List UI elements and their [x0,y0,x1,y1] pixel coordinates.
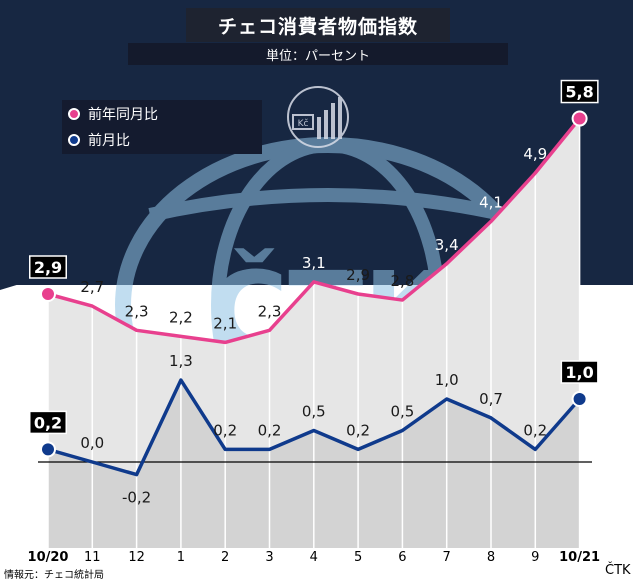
data-label-1-0: 0,2 [34,413,62,432]
data-label-0-7: 2,9 [346,266,370,284]
legend-label-mom: 前月比 [88,133,130,149]
line-series-1 [47,378,581,477]
x-tick-label-4: 2 [221,550,229,565]
data-label-0-9: 3,4 [435,236,459,254]
point-series-1-0 [40,441,56,458]
label-box-1-0 [29,410,67,435]
data-label-1-12: 1,0 [565,363,593,382]
credit-label: ČTK [605,563,631,578]
x-tick-label-6: 4 [310,550,318,565]
x-tick-label-8: 6 [398,550,406,565]
data-label-0-4: 2,1 [213,314,237,332]
data-labels: 2,9 2,7 2,3 2,2 2,1 2,3 3,1 2,9 2,8 3,4 4,1 4,9 5,8 0… [29,79,599,507]
vertical-gridlines [47,118,581,548]
chart-subtitle: 単位：パーセント [128,43,508,65]
point-series-0-12 [571,110,588,127]
x-tick-label-2: 12 [128,550,145,565]
x-tick-label-1: 11 [84,550,101,565]
data-label-1-4: 0,2 [213,421,237,439]
data-label-1-3: 1,3 [169,352,193,370]
x-axis-ticks: 10/20 11 12 1 2 3 4 5 6 7 8 9 10/21 [28,550,601,565]
series-lines [47,117,581,477]
data-label-0-11: 4,9 [523,145,547,163]
point-series-0-0 [40,286,56,302]
x-tick-label-5: 3 [265,550,273,565]
data-label-0-1: 2,7 [80,278,104,296]
data-label-1-11: 0,2 [523,421,547,439]
x-tick-label-11: 9 [531,550,539,565]
legend-item-yoy: 前年同月比 [68,104,158,124]
data-label-1-6: 0,5 [302,403,326,421]
source-note: 情報元：チェコ統計局 [4,570,104,581]
data-label-0-2: 2,3 [125,302,149,320]
data-label-0-0: 2,9 [34,258,62,277]
data-label-1-1: 0,0 [80,434,104,452]
x-tick-label-7: 5 [354,550,362,565]
x-tick-label-9: 7 [443,550,451,565]
data-label-1-9: 1,0 [435,371,459,389]
legend-item-mom: 前月比 [68,130,130,150]
series-points [40,110,588,458]
x-tick-label-12: 10/21 [559,550,600,565]
data-label-1-2: -0,2 [122,489,151,507]
x-tick-label-10: 8 [487,550,495,565]
label-box-0-0 [29,255,67,279]
data-label-1-10: 0,7 [479,390,503,408]
x-tick-label-3: 1 [177,550,185,565]
legend-swatch-yoy [68,108,80,120]
data-label-1-5: 0,2 [258,421,282,439]
data-label-0-3: 2,2 [169,308,193,326]
svg-text:Kč: Kč [298,118,309,129]
data-label-0-10: 4,1 [479,193,503,211]
point-series-1-12 [571,391,588,407]
label-box-0-12 [560,79,599,104]
data-label-1-7: 0,2 [346,421,370,439]
data-label-0-6: 3,1 [302,254,326,272]
chart-title: チェコ消費者物価指数 [186,8,450,42]
legend-label-yoy: 前年同月比 [88,107,158,123]
data-label-0-5: 2,3 [258,302,282,320]
label-box-1-12 [560,360,599,384]
legend-swatch-mom [68,134,80,146]
line-series-0 [47,117,581,345]
legend: 前年同月比 前月比 [62,100,262,154]
data-label-0-12: 5,8 [565,83,593,102]
data-label-0-8: 2,8 [390,272,414,290]
data-label-1-8: 0,5 [390,403,414,421]
money-chart-icon: Kč [287,86,349,148]
x-tick-label-0: 10/20 [28,550,69,565]
